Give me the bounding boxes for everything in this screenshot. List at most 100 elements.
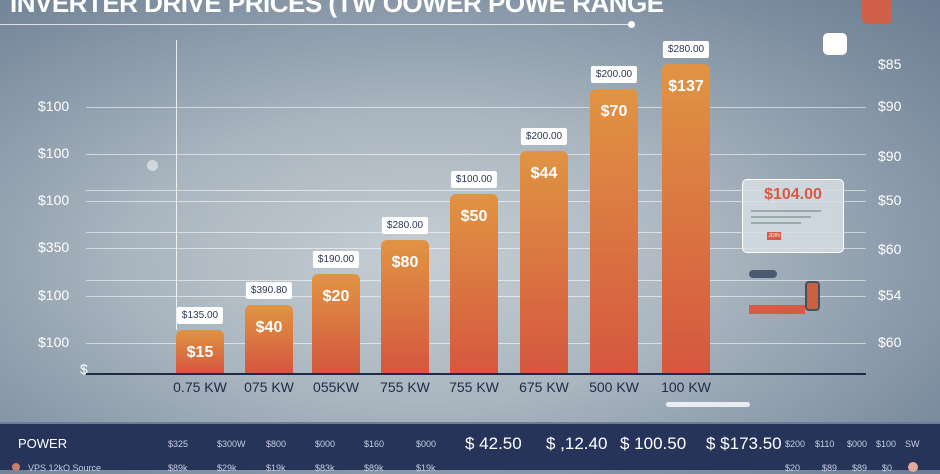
y-tick-right: $60	[878, 241, 902, 257]
bar-value-label: $15	[186, 343, 214, 361]
gridline	[86, 154, 866, 155]
bar-price-tag: $200.00	[590, 65, 638, 83]
bar: $40	[245, 305, 293, 373]
x-tick-label: 100 KW	[661, 379, 711, 395]
table-cell: $100	[876, 439, 897, 449]
y-tick-right: $60	[878, 334, 902, 350]
table-row: POWER $325 $300W $800 $000 $160 $000 $ 42.50 $ …	[0, 434, 940, 454]
status-dot-icon	[908, 462, 918, 472]
bar-value-label: $70	[600, 102, 628, 120]
y-tick-right: $54	[878, 287, 902, 303]
x-tick-label: 675 KW	[519, 379, 569, 395]
chart-title: INVERTER DRIVE PRICES (TW OOWER POWE RAN…	[10, 0, 664, 18]
table-price: $ 100.50	[620, 434, 687, 453]
y-tick-right: $90	[878, 98, 902, 114]
table-cell: $29k	[217, 463, 237, 473]
source-icon	[12, 463, 20, 471]
table-cell: $89	[822, 463, 838, 473]
row-label: POWER	[18, 436, 68, 451]
table-cell: $000	[315, 439, 336, 449]
x-tick-label: 755 KW	[380, 379, 430, 395]
x-tick-label: 075 KW	[244, 379, 294, 395]
callout-text-line	[751, 210, 821, 212]
accent-block	[862, 0, 892, 24]
white-chip	[823, 33, 847, 55]
bar: $50	[450, 193, 498, 373]
x-tick-label: 500 KW	[589, 379, 639, 395]
y-tick-left: $350	[38, 239, 70, 255]
bar-price-tag: $100.00	[450, 170, 498, 188]
divider-dot	[628, 21, 635, 28]
bar-value-label: $50	[460, 207, 488, 225]
bar: $20	[312, 274, 360, 373]
bar: $70	[590, 88, 638, 373]
row-label: VPS 12kO Source	[28, 463, 102, 473]
gridline	[86, 107, 866, 108]
bar: $80	[381, 240, 429, 373]
title-divider	[0, 24, 632, 25]
x-tick-label: 0.75 KW	[173, 379, 227, 395]
bar-value-label: $44	[530, 164, 558, 182]
table-cell: $89k	[168, 463, 188, 473]
y-tick-left: $100	[38, 334, 70, 350]
table-cell: $20	[785, 463, 801, 473]
callout-text-line	[751, 222, 801, 224]
table-cell: $160	[364, 439, 385, 449]
table-cell: $83k	[315, 463, 335, 473]
bar-value-label: $20	[322, 288, 350, 306]
y-tick-right: $50	[878, 192, 902, 208]
guide-dot	[147, 160, 158, 171]
data-table: POWER $325 $300W $800 $000 $160 $000 $ 42.50 $ …	[0, 422, 940, 473]
bar: $44	[520, 150, 568, 373]
table-cell: $89	[852, 463, 868, 473]
bar-price-tag: $200.00	[520, 127, 568, 145]
x-axis	[86, 373, 866, 375]
table-cell: $000	[416, 439, 437, 449]
table-cell: $325	[168, 439, 189, 449]
device-base	[749, 305, 805, 314]
y-tick-right: $85	[878, 56, 902, 72]
price-callout: $104.00 JOIN	[742, 179, 844, 253]
vertical-guide	[176, 40, 177, 330]
x-tick-label: 755 KW	[449, 379, 499, 395]
y-tick-left: $100	[38, 192, 70, 208]
table-price: $ 42.50	[465, 434, 522, 453]
table-cell: $19k	[266, 463, 286, 473]
bar-price-tag: $135.00	[176, 306, 224, 324]
table-cell: $200	[785, 439, 806, 449]
bar-value-label: $40	[255, 319, 283, 337]
table-cell: $300W	[217, 439, 246, 449]
device-slot	[749, 270, 777, 278]
bar-chart: $100 $100 $100 $350 $100 $100 $ $85 $90 $90 $50 $60…	[38, 41, 902, 395]
scroll-indicator[interactable]	[666, 402, 750, 407]
callout-text-line	[751, 216, 811, 218]
x-tick-label: 055KW	[313, 379, 359, 395]
table-cell: $19k	[416, 463, 436, 473]
callout-price: $104.00	[764, 186, 822, 203]
table-cell: $110	[815, 439, 835, 449]
gridline	[86, 190, 866, 191]
table-price: $ ,12.40	[546, 434, 608, 453]
y-tick-left: $100	[38, 145, 70, 161]
table-cell: SW	[905, 439, 920, 449]
y-tick-left: $	[80, 361, 88, 377]
table-row: VPS 12kO Source $89k $29k $19k $83k $89k $19k…	[0, 460, 940, 474]
y-tick-right: $90	[878, 148, 902, 164]
table-cell: $89k	[364, 463, 384, 473]
bar-value-label: $137	[668, 78, 704, 96]
bar-price-tag: $390.80	[245, 282, 293, 300]
table-price: $ $173.50	[706, 434, 782, 453]
bar-value-label: $80	[391, 254, 419, 272]
y-tick-left: $100	[38, 98, 70, 114]
bar: $15	[176, 329, 224, 373]
table-cell: $800	[266, 439, 287, 449]
table-cell: $000	[847, 439, 868, 449]
y-tick-left: $100	[38, 287, 70, 303]
bar-price-tag: $190.00	[312, 251, 360, 269]
bar-price-tag: $280.00	[381, 217, 429, 235]
table-cell: $0	[882, 463, 893, 473]
bar: $137	[662, 64, 710, 373]
inverter-device-icon	[805, 281, 820, 311]
bar-price-tag: $280.00	[662, 41, 710, 59]
callout-button[interactable]: JOIN	[767, 232, 781, 240]
